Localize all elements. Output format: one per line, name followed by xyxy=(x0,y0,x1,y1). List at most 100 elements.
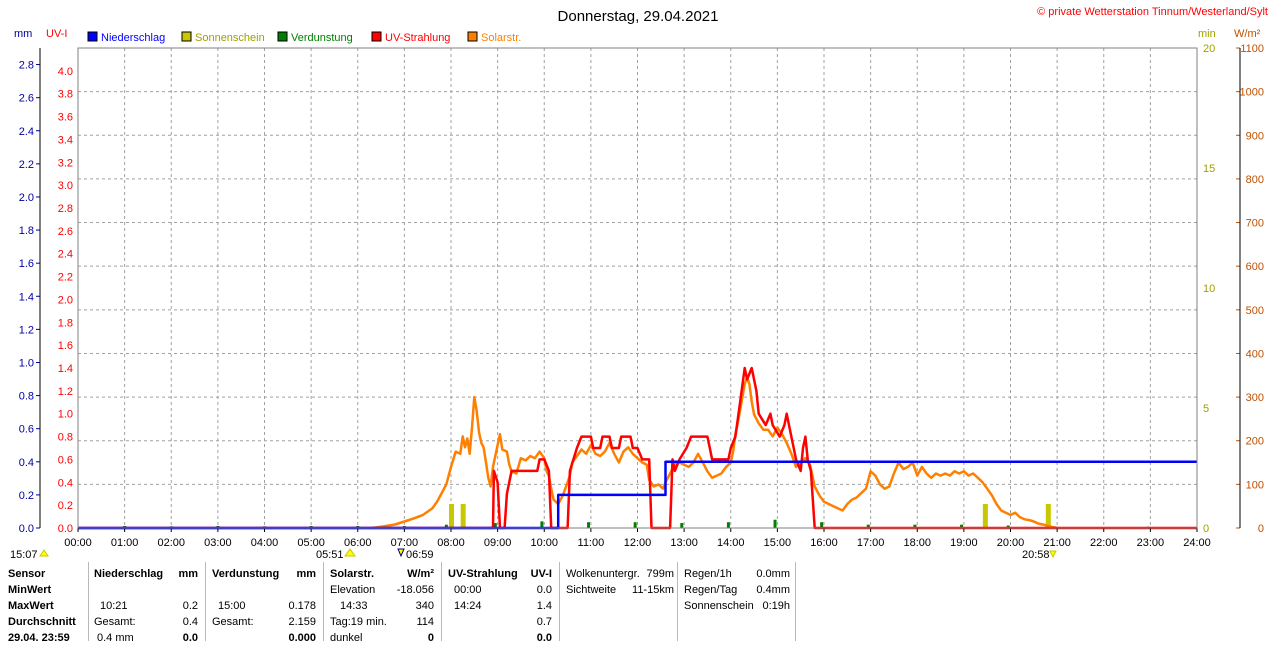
wm2-tick-label: 200 xyxy=(1246,436,1264,448)
mm-tick-label: 1.2 xyxy=(19,324,34,336)
wm2-tick-label: 100 xyxy=(1246,479,1264,491)
x-tick-label: 20:00 xyxy=(997,537,1025,549)
x-tick-label: 05:00 xyxy=(297,537,325,549)
uvi-tick-label: 3.0 xyxy=(58,180,73,192)
wolken-value: 799m xyxy=(646,568,674,580)
legend-swatch xyxy=(181,31,192,42)
evaporation-bar xyxy=(773,519,777,528)
mm-tick-label: 0.0 xyxy=(19,523,34,535)
sensor-row: 29.04. 23:59 xyxy=(8,632,70,644)
uvi-tick-label: 0.6 xyxy=(58,454,73,466)
moon-label: 06:59 xyxy=(406,549,434,560)
legend: Niederschlag Sonnenschein Verdunstung UV-St… xyxy=(87,31,521,44)
mm-axis-label: mm xyxy=(14,28,32,40)
solar-current-value: 0 xyxy=(427,632,434,644)
uv-max-value: 1.4 xyxy=(536,600,552,612)
legend-label: Solarstr. xyxy=(481,32,521,44)
mm-tick-label: 0.6 xyxy=(19,424,34,436)
solar-current-label: dunkel xyxy=(330,632,363,644)
mm-tick-label: 1.8 xyxy=(19,225,34,237)
sensor-row: MaxWert xyxy=(8,600,54,612)
min-tick-label: 15 xyxy=(1203,163,1215,175)
uv-title: UV-Strahlung xyxy=(448,568,518,580)
wm2-tick-label: 0 xyxy=(1258,523,1264,535)
uv-current-value: 0.0 xyxy=(536,632,552,644)
stats-separator xyxy=(795,562,796,641)
wm2-tick-label: 500 xyxy=(1246,305,1264,317)
uv-min-time: 00:00 xyxy=(454,584,482,596)
solar-title: Solarstr. xyxy=(330,568,375,580)
verdunstung-max-time: 15:00 xyxy=(218,600,246,612)
sonnenschein-value: 0:19h xyxy=(762,600,790,612)
regen-1h-label: Regen/1h xyxy=(684,568,732,580)
uvi-tick-label: 1.8 xyxy=(58,317,73,329)
legend-label: Verdunstung xyxy=(291,32,353,44)
x-tick-label: 04:00 xyxy=(251,537,279,549)
uvi-tick-label: 4.0 xyxy=(58,66,73,78)
x-tick-label: 01:00 xyxy=(111,537,139,549)
sensor-row: MinWert xyxy=(8,584,52,596)
regen-1h-value: 0.0mm xyxy=(756,568,790,580)
niederschlag-unit: mm xyxy=(178,568,198,580)
evaporation-bar xyxy=(913,524,917,528)
solar-day-label: Tag:19 min. xyxy=(330,616,387,628)
uvi-tick-label: 0.0 xyxy=(58,523,73,535)
x-tick-label: 16:00 xyxy=(810,537,838,549)
uvi-tick-label: 3.4 xyxy=(58,134,73,146)
chart-title: Donnerstag, 29.04.2021 xyxy=(558,8,719,25)
wm2-tick-label: 1100 xyxy=(1240,43,1264,55)
evaporation-bar xyxy=(960,524,964,528)
min-tick-label: 20 xyxy=(1203,43,1215,55)
uvi-tick-label: 2.0 xyxy=(58,294,73,306)
sonnenschein-label: Sonnenschein xyxy=(684,600,754,612)
x-tick-label: 21:00 xyxy=(1043,537,1071,549)
mm-tick-label: 0.2 xyxy=(19,490,34,502)
solar-unit: W/m² xyxy=(407,568,434,580)
x-tick-label: 08:00 xyxy=(437,537,465,549)
sensor-row: Durchschnitt xyxy=(8,616,76,628)
stats-separator xyxy=(559,562,560,641)
x-tick-label: 17:00 xyxy=(857,537,885,549)
uvi-tick-label: 1.6 xyxy=(58,340,73,352)
regen-tag-label: Regen/Tag xyxy=(684,584,738,596)
mm-tick-label: 2.2 xyxy=(19,159,34,171)
uvi-tick-label: 0.4 xyxy=(58,477,73,489)
verdunstung-unit: mm xyxy=(296,568,316,580)
wm2-tick-label: 800 xyxy=(1246,174,1264,186)
x-tick-label: 09:00 xyxy=(484,537,512,549)
wm2-tick-label: 700 xyxy=(1246,218,1264,230)
plot-border xyxy=(77,47,1198,529)
mm-tick-label: 0.4 xyxy=(19,457,34,469)
stats-separator xyxy=(441,562,442,641)
x-tick-label: 24:00 xyxy=(1183,537,1211,549)
uvi-tick-label: 3.8 xyxy=(58,89,73,101)
evaporation-bar xyxy=(587,522,591,528)
verdunstung-sum-value: 2.159 xyxy=(288,616,316,628)
x-tick-label: 19:00 xyxy=(950,537,978,549)
evaporation-bar xyxy=(726,522,730,528)
verdunstung-sum-label: Gesamt: xyxy=(212,616,254,628)
niederschlag-max-value: 0.2 xyxy=(182,600,198,612)
sunset-icon xyxy=(1049,550,1057,559)
sun-marker-icon xyxy=(39,549,49,557)
sunrise-label: 05:51 xyxy=(316,549,344,560)
uvi-tick-label: 0.2 xyxy=(58,500,73,512)
niederschlag-current: 0.4 mm xyxy=(97,632,134,644)
min-axis-label: min xyxy=(1198,28,1216,40)
sensor-title: Sensor xyxy=(8,568,46,580)
sichtweite-value: 11-15km xyxy=(632,584,674,596)
stats-separator xyxy=(677,562,678,641)
uvi-axis-label: UV-I xyxy=(46,28,67,40)
verdunstung-max-value: 0.178 xyxy=(288,600,316,612)
mm-tick-label: 1.0 xyxy=(19,357,34,369)
wolken-label: Wolkenuntergr. xyxy=(566,568,640,580)
legend-swatch xyxy=(371,31,382,42)
x-tick-label: 22:00 xyxy=(1090,537,1118,549)
left-time-label: 15:07 xyxy=(10,549,38,560)
mm-tick-label: 1.6 xyxy=(19,258,34,270)
x-tick-label: 12:00 xyxy=(624,537,652,549)
wm2-tick-label: 1000 xyxy=(1240,87,1264,99)
evaporation-bar xyxy=(866,524,870,528)
uvi-tick-label: 2.4 xyxy=(58,249,73,261)
legend-label: Niederschlag xyxy=(101,32,165,44)
